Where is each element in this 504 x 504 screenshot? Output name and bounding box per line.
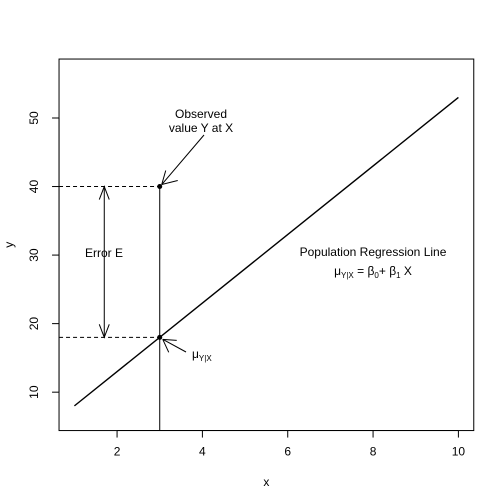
population-regression-label: Population Regression Line [300,245,447,259]
x-tick-label: 2 [114,445,121,459]
observed-pointer-head [161,170,167,185]
y-tick-label: 50 [27,111,41,125]
error-arrow-head-top [98,185,110,200]
mu-label: μY|X [192,347,212,363]
y-tick-label: 10 [27,385,41,399]
observed-label-line1: Observed [175,107,227,121]
y-axis-title: y [2,242,16,248]
data-point [157,334,163,340]
x-tick-label: 6 [284,445,291,459]
observed-pointer-arrow [161,134,205,185]
y-axis: 10 20 30 40 50 [27,111,60,399]
mu-pointer-arrow [162,338,187,353]
x-tick-label: 10 [452,445,466,459]
x-tick-label: 4 [199,445,206,459]
plot-marks [59,96,459,431]
y-tick-label: 40 [27,180,41,194]
y-tick-label: 20 [27,317,41,331]
observed-pointer-head [161,180,178,186]
mu-pointer-head [162,339,170,353]
error-arrow-head-bottom [98,324,110,339]
observed-label-line2: value Y at X [169,121,233,135]
x-axis: 2 4 6 8 10 [114,430,466,459]
regression-equation: μY|X = β0+ β1 X [334,264,412,280]
regression-line [73,96,459,407]
error-label: Error E [85,246,123,260]
x-tick-label: 8 [370,445,377,459]
mu-pointer-head [162,338,177,341]
data-point [157,184,163,190]
x-axis-title: x [263,475,269,489]
y-tick-label: 30 [27,248,41,262]
